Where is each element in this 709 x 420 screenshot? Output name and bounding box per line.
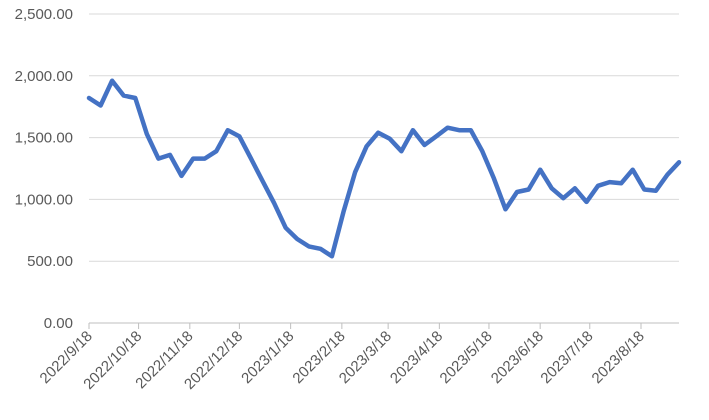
y-tick-label: 2,500.00 xyxy=(15,6,73,23)
x-tick-label: 2023/8/18 xyxy=(589,328,648,387)
y-tick-label: 500.00 xyxy=(27,253,73,270)
y-tick-label: 2,000.00 xyxy=(15,68,73,85)
series-line xyxy=(86,78,682,259)
x-tick-label: 2023/4/18 xyxy=(387,328,446,387)
x-tick-label: 2023/1/18 xyxy=(238,328,297,387)
x-tick-label: 2023/7/18 xyxy=(537,328,596,387)
y-tick-label: 1,500.00 xyxy=(15,130,73,147)
y-tick-label: 0.00 xyxy=(44,315,73,332)
y-axis-ticks: 0.00 500.00 1,000.00 1,500.00 2,000.00 2,500.… xyxy=(15,6,73,332)
series-group xyxy=(86,78,682,259)
y-tick-label: 1,000.00 xyxy=(15,191,73,208)
x-tick-label: 2023/6/18 xyxy=(488,328,547,387)
x-tick-label: 2023/5/18 xyxy=(437,328,496,387)
x-axis-ticks: 2022/9/182022/10/182022/11/182022/12/182… xyxy=(37,323,648,393)
